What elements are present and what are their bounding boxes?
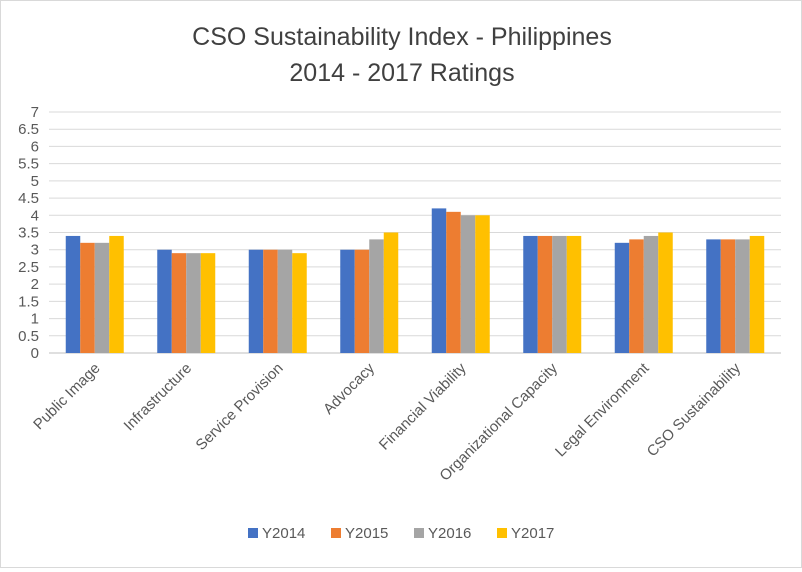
y-tick-label: 4.5 xyxy=(18,190,39,207)
bar-y2015-cso-sustainability xyxy=(720,239,736,353)
y-tick-label: 6.5 xyxy=(18,121,39,138)
legend-swatch-y2014 xyxy=(248,528,258,538)
y-axis-tick-labels: 00.511.522.533.544.555.566.57 xyxy=(18,104,39,362)
legend-swatch-y2017 xyxy=(497,528,507,538)
x-tick-label: Infrastructure xyxy=(121,360,196,435)
bar-y2015-public-image xyxy=(80,242,95,353)
bars xyxy=(65,208,765,353)
y-tick-label: 3.5 xyxy=(18,225,39,242)
bar-y2016-financial-viability xyxy=(460,215,476,353)
bar-y2016-public-image xyxy=(94,242,110,353)
y-tick-label: 0 xyxy=(31,345,39,362)
y-tick-label: 2 xyxy=(31,276,39,293)
y-tick-label: 3 xyxy=(31,242,39,259)
x-tick-label: Public Image xyxy=(30,360,103,433)
bar-y2017-financial-viability xyxy=(475,215,490,353)
y-tick-label: 5.5 xyxy=(18,156,39,173)
x-tick-label: Legal Environment xyxy=(552,359,653,460)
chart-title: CSO Sustainability Index - Philippines xyxy=(192,23,612,51)
bar-y2017-infrastructure xyxy=(200,253,216,353)
bar-y2017-advocacy xyxy=(383,232,399,353)
bar-y2016-cso-sustainability xyxy=(735,239,750,353)
bar-y2014-financial-viability xyxy=(431,208,447,353)
bar-y2017-legal-environment xyxy=(658,232,673,353)
bar-y2016-organizational-capacity xyxy=(552,235,567,353)
bar-y2015-service-provision xyxy=(263,249,278,353)
y-tick-label: 5 xyxy=(31,173,39,190)
legend-swatch-y2015 xyxy=(331,528,341,538)
bar-y2016-infrastructure xyxy=(186,253,201,353)
bar-y2016-service-provision xyxy=(277,249,293,353)
y-tick-label: 1 xyxy=(31,311,39,328)
y-tick-label: 6 xyxy=(31,138,39,155)
y-tick-label: 4 xyxy=(31,207,39,224)
y-tick-label: 0.5 xyxy=(18,328,39,345)
x-tick-label: CSO Sustainability xyxy=(644,359,745,460)
x-tick-label: Advocacy xyxy=(320,359,378,417)
bar-y2016-legal-environment xyxy=(643,235,659,353)
bar-y2015-organizational-capacity xyxy=(537,235,553,353)
chart-subtitle: 2014 - 2017 Ratings xyxy=(289,59,514,87)
x-tick-label: Service Provision xyxy=(193,360,287,454)
bar-y2017-cso-sustainability xyxy=(749,235,765,353)
x-tick-label: Financial Viability xyxy=(376,359,470,453)
legend-label: Y2017 xyxy=(511,525,554,542)
bar-y2014-organizational-capacity xyxy=(523,235,538,353)
bar-y2014-cso-sustainability xyxy=(706,239,721,353)
legend: Y2014 Y2015 Y2016 Y2017 xyxy=(248,525,554,542)
y-tick-label: 7 xyxy=(31,104,39,121)
y-tick-label: 2.5 xyxy=(18,259,39,276)
y-tick-label: 1.5 xyxy=(18,293,39,310)
bar-y2014-advocacy xyxy=(340,249,355,353)
bar-y2017-service-provision xyxy=(292,253,307,353)
bar-y2015-financial-viability xyxy=(446,211,461,353)
bar-y2014-legal-environment xyxy=(614,242,630,353)
bar-y2015-infrastructure xyxy=(171,253,187,353)
bar-y2014-infrastructure xyxy=(157,249,172,353)
bar-y2017-public-image xyxy=(109,235,124,353)
bar-y2017-organizational-capacity xyxy=(566,235,582,353)
legend-label: Y2016 xyxy=(428,525,471,542)
bar-y2015-legal-environment xyxy=(629,239,644,353)
legend-label: Y2015 xyxy=(345,525,388,542)
legend-label: Y2014 xyxy=(262,525,305,542)
bar-y2014-service-provision xyxy=(248,249,264,353)
bar-y2016-advocacy xyxy=(369,239,384,353)
bar-y2014-public-image xyxy=(65,235,81,353)
bar-y2015-advocacy xyxy=(354,249,370,353)
legend-swatch-y2016 xyxy=(414,528,424,538)
